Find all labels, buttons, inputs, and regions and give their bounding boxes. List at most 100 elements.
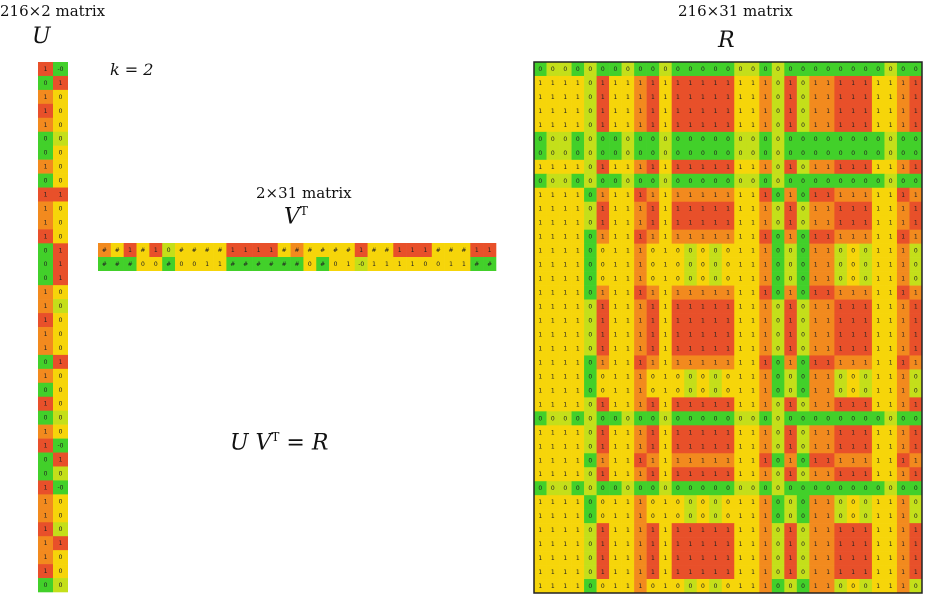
- r-cell-label: 1: [651, 569, 655, 576]
- r-cell: [571, 201, 585, 217]
- r-cell: [796, 229, 810, 244]
- r-cell-label: 0: [689, 513, 693, 520]
- u-cell: [38, 243, 53, 258]
- r-cell-label: 0: [613, 415, 617, 422]
- r-cell-label: 1: [839, 555, 843, 562]
- r-cell: [759, 411, 773, 426]
- r-cell: [659, 495, 672, 510]
- r-cell-label: 0: [789, 262, 793, 269]
- r-cell: [684, 173, 698, 189]
- r-cell: [734, 551, 748, 566]
- r-cell: [896, 131, 910, 147]
- r-cell-label: 0: [851, 513, 855, 520]
- r-cell: [796, 271, 810, 286]
- u-cell: [38, 327, 53, 342]
- r-cell-label: 1: [613, 569, 617, 576]
- r-cell: [771, 145, 785, 161]
- r-cell-label: 0: [588, 262, 592, 269]
- r-cell-label: 0: [726, 499, 730, 506]
- r-cell: [596, 439, 610, 454]
- vt-cell: [483, 243, 497, 257]
- r-cell: [896, 103, 910, 119]
- r-cell: [659, 327, 672, 342]
- r-cell: [696, 383, 710, 398]
- r-cell: [871, 159, 885, 175]
- r-cell: [734, 341, 748, 356]
- r-cell: [609, 327, 622, 342]
- r-cell-label: 1: [563, 513, 567, 520]
- r-cell-label: 0: [739, 136, 743, 143]
- r-cell: [834, 523, 848, 538]
- r-cell: [771, 523, 785, 538]
- u-cell-label: 1: [44, 484, 48, 491]
- r-cell: [684, 159, 698, 175]
- r-cell: [534, 551, 547, 566]
- r-cell: [771, 355, 785, 370]
- r-cell: [859, 551, 873, 566]
- r-cell: [671, 201, 685, 217]
- r-cell: [671, 481, 685, 496]
- vt-cell: [483, 257, 497, 271]
- r-cell: [646, 187, 660, 203]
- r-cell: [659, 481, 672, 496]
- r-cell: [721, 481, 735, 496]
- r-cell: [684, 453, 698, 468]
- r-cell: [596, 201, 610, 217]
- r-cell-label: 1: [613, 541, 617, 548]
- r-cell-label: 0: [776, 262, 780, 269]
- r-cell-label: 0: [839, 248, 843, 255]
- vt-cell: [277, 257, 291, 271]
- r-cell: [659, 75, 672, 91]
- r-cell: [809, 271, 823, 286]
- r-cell: [871, 271, 885, 286]
- r-cell: [884, 75, 898, 91]
- r-cell-label: 0: [538, 485, 542, 492]
- r-cell-label: 0: [626, 415, 630, 422]
- r-cell: [759, 159, 773, 175]
- r-cell-label: 1: [901, 373, 905, 380]
- r-cell: [734, 509, 748, 524]
- r-cell-label: 1: [563, 192, 567, 199]
- r-cell-label: 0: [901, 66, 905, 73]
- vt-cell: [136, 243, 150, 257]
- r-cell: [846, 229, 860, 244]
- r-cell-label: 1: [789, 290, 793, 297]
- r-cell: [621, 509, 635, 524]
- r-cell: [809, 243, 823, 258]
- r-cell-label: 0: [851, 387, 855, 394]
- r-cell-label: 1: [551, 304, 555, 311]
- r-cell-label: 1: [664, 471, 668, 478]
- r-cell: [871, 229, 885, 244]
- r-cell-label: 1: [551, 94, 555, 101]
- r-cell-label: 0: [814, 136, 818, 143]
- r-cell: [846, 453, 860, 468]
- u-cell: [53, 257, 68, 272]
- r-cell: [896, 383, 910, 398]
- r-cell-label: 0: [588, 164, 592, 171]
- r-cell-label: 1: [714, 331, 718, 338]
- r-cell-label: 0: [814, 485, 818, 492]
- r-cell-label: 1: [814, 192, 818, 199]
- r-cell: [646, 341, 660, 356]
- r-cell: [909, 299, 923, 314]
- r-cell: [546, 131, 560, 147]
- r-cell-label: 1: [613, 583, 617, 590]
- r-cell: [909, 355, 923, 370]
- r-cell: [784, 537, 798, 552]
- r-cell: [709, 467, 723, 482]
- r-cell-label: 0: [839, 262, 843, 269]
- r-cell: [684, 341, 698, 356]
- r-cell-label: 0: [588, 359, 592, 366]
- r-cell: [909, 131, 923, 147]
- vt-cell: [431, 257, 445, 271]
- r-cell: [621, 145, 635, 161]
- r-cell: [846, 117, 860, 133]
- r-cell: [609, 523, 622, 538]
- vt-cell-label: #: [243, 261, 248, 268]
- r-cell-label: 1: [701, 555, 705, 562]
- u-cell: [38, 368, 53, 384]
- r-cell-label: 0: [626, 136, 630, 143]
- r-cell-label: 1: [638, 373, 642, 380]
- r-cell: [796, 579, 810, 594]
- r-cell: [784, 327, 798, 342]
